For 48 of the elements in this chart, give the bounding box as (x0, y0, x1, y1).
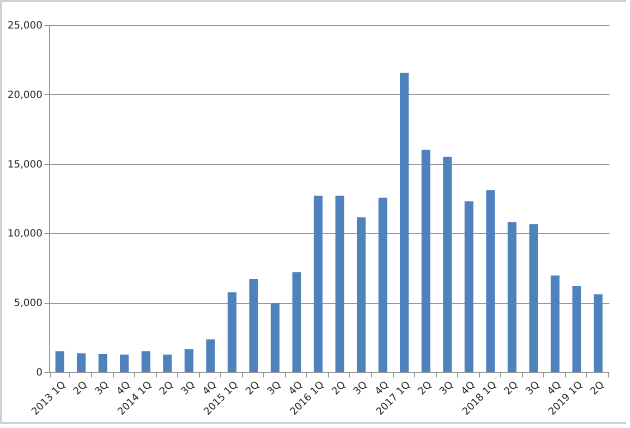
x-tick-label: 2Q (244, 379, 262, 398)
bar (76, 353, 86, 372)
x-tick-label: 2Q (502, 379, 520, 398)
y-tick-label: 10,000 (8, 228, 42, 240)
bar (270, 303, 280, 372)
x-tick-label: 3Q (179, 379, 198, 398)
bar (206, 339, 215, 372)
y-tick-label: 0 (36, 368, 42, 378)
x-tick-label: 2Q (72, 379, 90, 398)
x-tick-label: 3Q (93, 379, 112, 398)
bar (335, 196, 344, 372)
bar (378, 198, 388, 372)
x-tick-label: 3Q (266, 379, 284, 398)
bar (400, 72, 409, 372)
x-tick-label: 3Q (524, 379, 542, 398)
bar (422, 150, 430, 372)
bar (443, 156, 452, 372)
bar (292, 272, 302, 372)
x-tick-label: 2Q (330, 379, 348, 398)
y-tick-label: 15,000 (8, 159, 42, 170)
bar (529, 224, 538, 372)
x-tick-label: 4Q (459, 379, 478, 398)
bar (184, 349, 194, 372)
x-tick-label: 3Q (352, 379, 370, 398)
bar (314, 196, 323, 372)
bar (249, 279, 258, 372)
x-tick-label: 2Q (416, 379, 434, 398)
bar (594, 294, 603, 372)
bar (356, 217, 366, 372)
bar (572, 286, 582, 372)
bar (98, 354, 108, 372)
bar (55, 351, 64, 372)
x-tick-label: 2Q (588, 379, 607, 398)
y-tick-label: 5,000 (14, 298, 42, 310)
bar (163, 354, 172, 372)
y-tick-label: 25,000 (8, 20, 42, 32)
bar (508, 222, 516, 372)
bar (486, 190, 495, 372)
x-tick-label: 4Q (114, 379, 133, 398)
bar (120, 354, 129, 372)
y-tick-label: 20,000 (8, 90, 42, 101)
bar (228, 292, 236, 372)
x-tick-label: 3Q (438, 379, 456, 398)
bar (142, 351, 150, 372)
x-tick-label: 2Q (158, 379, 176, 398)
bar (550, 276, 560, 372)
bar (464, 201, 474, 372)
x-tick-label: 4Q (287, 379, 306, 398)
